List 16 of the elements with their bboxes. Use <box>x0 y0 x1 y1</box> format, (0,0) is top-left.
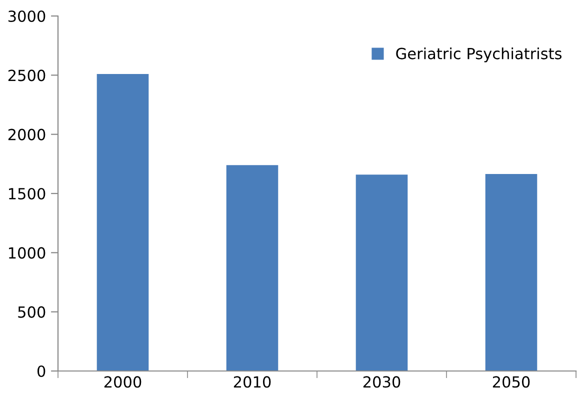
x-tick-label: 2010 <box>234 376 271 388</box>
y-tick-label: 2500 <box>8 70 46 82</box>
y-tick-label: 2000 <box>8 128 46 140</box>
y-tick-label: 1500 <box>8 188 46 200</box>
bar <box>96 74 149 371</box>
x-tick-label: 2030 <box>363 376 400 388</box>
bar <box>356 174 408 371</box>
x-tick-label: 2050 <box>492 376 530 388</box>
x-tick-label: 2000 <box>104 376 142 388</box>
y-tick-label: 3000 <box>8 10 46 22</box>
y-tick-label: 1000 <box>8 247 46 259</box>
bar <box>226 165 278 371</box>
y-tick-label: 500 <box>18 306 46 318</box>
legend-label: Geriatric Psychiatrists <box>396 48 562 62</box>
y-tick-label: 0 <box>37 365 46 378</box>
bar <box>485 174 538 371</box>
